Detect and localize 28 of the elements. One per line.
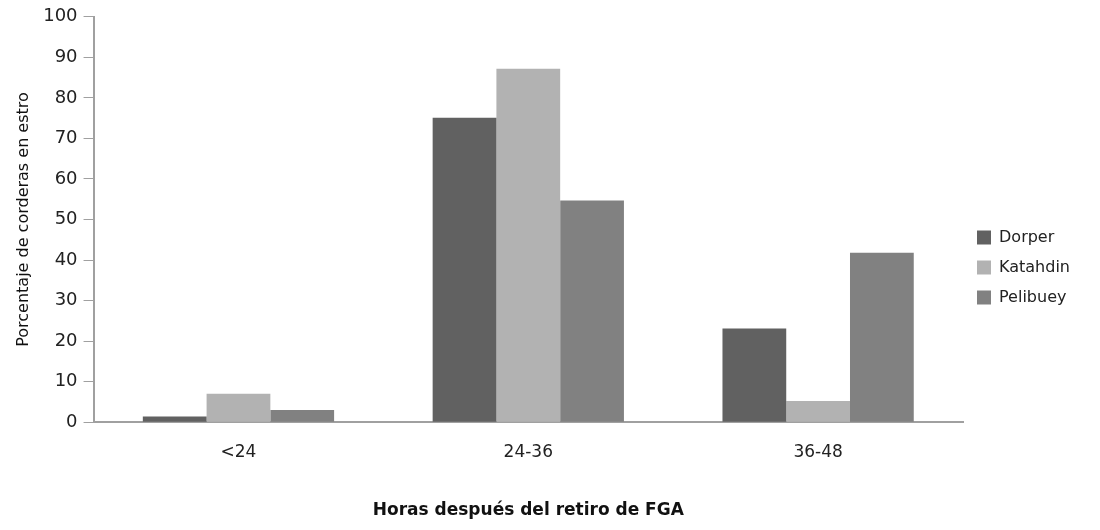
- y-tick-label: 80: [54, 85, 78, 107]
- bar: [142, 416, 207, 422]
- legend-label: Katahdin: [999, 256, 1071, 276]
- y-axis-title: Porcentaje de corderas en estro: [12, 92, 32, 347]
- bar: [270, 410, 335, 422]
- bar: [722, 328, 787, 422]
- y-tick-label: 40: [54, 247, 78, 269]
- y-tick-label: 50: [54, 207, 78, 229]
- x-tick-label: 24-36: [503, 440, 553, 461]
- bar: [849, 252, 914, 422]
- x-tick-label: <24: [220, 440, 257, 461]
- bar: [206, 393, 271, 422]
- bar: [560, 200, 624, 422]
- y-tick-label: 30: [54, 288, 78, 310]
- legend-label: Pelibuey: [999, 286, 1067, 306]
- y-tick-label: 90: [54, 45, 78, 67]
- y-tick-label: 60: [54, 166, 78, 188]
- legend-label: Dorper: [999, 226, 1055, 246]
- y-tick-label: 0: [66, 409, 78, 431]
- y-tick-label: 70: [54, 126, 78, 148]
- bar: [432, 117, 497, 422]
- y-tick-label: 10: [54, 369, 78, 391]
- bar: [496, 68, 561, 422]
- bar: [786, 401, 850, 422]
- x-axis-title: Horas después del retiro de FGA: [372, 499, 685, 520]
- x-tick-label: 36-48: [793, 440, 843, 461]
- y-tick-label: 100: [43, 4, 78, 26]
- y-tick-label: 20: [54, 328, 78, 350]
